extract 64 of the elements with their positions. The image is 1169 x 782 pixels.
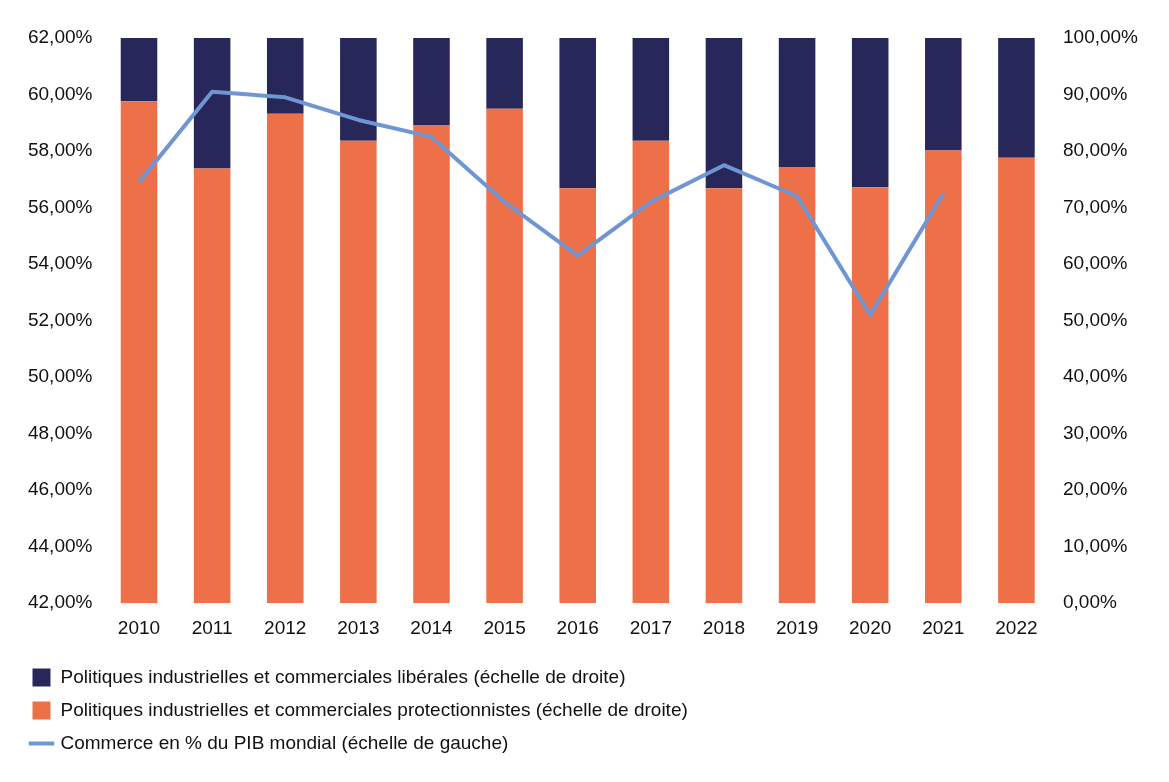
x-tick-label: 2015 [483,616,526,638]
y2-tick-label: 80,00% [1062,139,1128,161]
bar [705,188,743,604]
bar [486,108,523,604]
bar [486,38,523,109]
legend-label: Politiques industrielles et commerciales protectionnistes (échelle de droite) [60,698,688,720]
bar [998,157,1035,604]
bar [925,38,962,151]
y-tick-label: 62,00% [27,26,93,48]
y-tick-label: 60,00% [27,82,93,104]
bar [266,38,304,114]
legend-label: Politiques industrielles et commerciales libérales (échelle de droite) [60,665,626,687]
x-tick-label: 2020 [849,616,892,638]
y-tick-label: 54,00% [27,252,93,274]
y-tick-label: 42,00% [27,591,93,613]
legend-label: Commerce en % du PIB mondial (échelle de gauche) [60,731,509,753]
x-tick-label: 2016 [556,616,599,638]
bar [340,140,377,604]
y2-tick-label: 10,00% [1062,534,1128,556]
x-tick-label: 2018 [702,616,746,638]
y-tick-label: 58,00% [27,139,93,161]
bar [778,167,816,604]
bar [120,38,158,102]
x-tick-label: 2019 [775,616,819,638]
bar [340,38,377,141]
bar [120,101,158,604]
bar [998,38,1035,158]
bar [632,140,670,604]
bar [193,168,231,604]
y2-tick-label: 0,00% [1062,591,1117,613]
y2-tick-label: 90,00% [1062,82,1128,104]
y2-tick-label: 100,00% [1062,26,1139,48]
bar [266,113,304,604]
y-tick-label: 50,00% [27,365,93,387]
bar [851,38,889,188]
x-tick-label: 2011 [191,616,233,638]
bar [851,187,889,604]
y2-tick-label: 20,00% [1062,478,1128,500]
bar [559,38,596,189]
bar [559,188,596,604]
x-tick-label: 2012 [264,616,307,638]
y2-tick-label: 40,00% [1062,365,1128,387]
y2-tick-label: 70,00% [1062,195,1128,217]
bar [413,38,450,126]
bar [632,38,670,141]
bar [705,38,743,189]
y2-tick-label: 60,00% [1062,252,1128,274]
x-tick-label: 2022 [995,616,1038,638]
y2-tick-label: 30,00% [1062,421,1128,443]
y-tick-label: 46,00% [27,478,93,500]
y-tick-label: 48,00% [27,421,93,443]
bar [413,125,450,604]
x-tick-label: 2010 [117,616,161,638]
x-tick-label: 2017 [629,616,672,638]
y-tick-label: 56,00% [27,195,93,217]
x-tick-label: 2013 [337,616,380,638]
bar [778,38,816,168]
y2-tick-label: 50,00% [1062,308,1128,330]
bar [193,38,231,169]
x-tick-label: 2014 [410,616,454,638]
y-tick-label: 44,00% [27,534,93,556]
x-tick-label: 2021 [922,616,965,638]
y-tick-label: 52,00% [27,308,93,330]
bar [925,150,962,604]
